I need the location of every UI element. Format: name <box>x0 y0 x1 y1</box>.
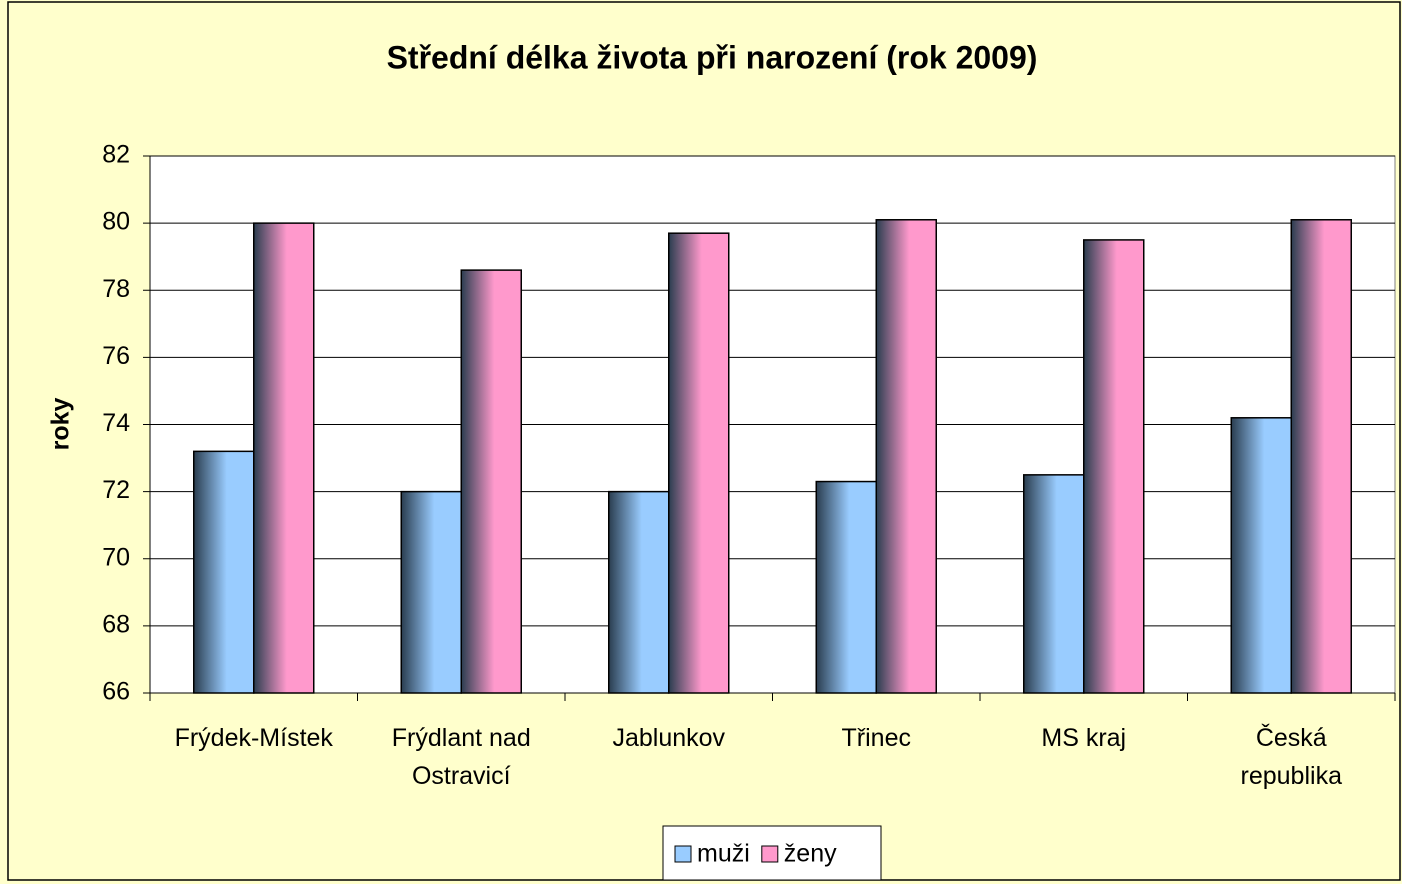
x-tick-label: Třinec <box>841 724 911 752</box>
bar <box>193 450 255 694</box>
bar <box>1023 474 1085 694</box>
chart-title: Střední délka života při narození (rok 2… <box>387 39 1038 75</box>
bar <box>668 232 730 694</box>
legend-label: muži <box>697 840 750 868</box>
bar <box>875 219 937 694</box>
bar <box>608 490 670 694</box>
y-tick-label: 80 <box>102 208 130 236</box>
y-tick-label: 68 <box>102 610 130 638</box>
y-tick-label: 76 <box>102 342 130 370</box>
y-tick-label: 66 <box>102 678 130 706</box>
legend-swatch <box>761 845 779 863</box>
legend-swatch <box>674 845 692 863</box>
x-tick-label: MS kraj <box>1041 724 1127 752</box>
bar <box>1290 219 1352 694</box>
bar <box>1083 239 1145 694</box>
x-tick-label: Frýdek-Místek <box>174 724 333 752</box>
y-tick-label: 82 <box>102 141 130 169</box>
y-tick-label: 78 <box>102 275 130 303</box>
y-tick-label: 72 <box>102 476 130 504</box>
y-axis-label: roky <box>47 398 75 451</box>
x-tick-label: Česká republika <box>1240 724 1342 790</box>
bar <box>460 269 522 694</box>
bar <box>1230 417 1292 694</box>
x-tick-label: Frýdlant nad Ostravicí <box>391 724 531 790</box>
bar <box>815 480 877 694</box>
bar <box>253 222 315 694</box>
y-tick-label: 74 <box>102 409 130 437</box>
legend-label: ženy <box>784 840 837 868</box>
bar <box>400 490 462 694</box>
x-tick-label: Jablunkov <box>612 724 726 752</box>
y-tick-label: 70 <box>102 543 130 571</box>
